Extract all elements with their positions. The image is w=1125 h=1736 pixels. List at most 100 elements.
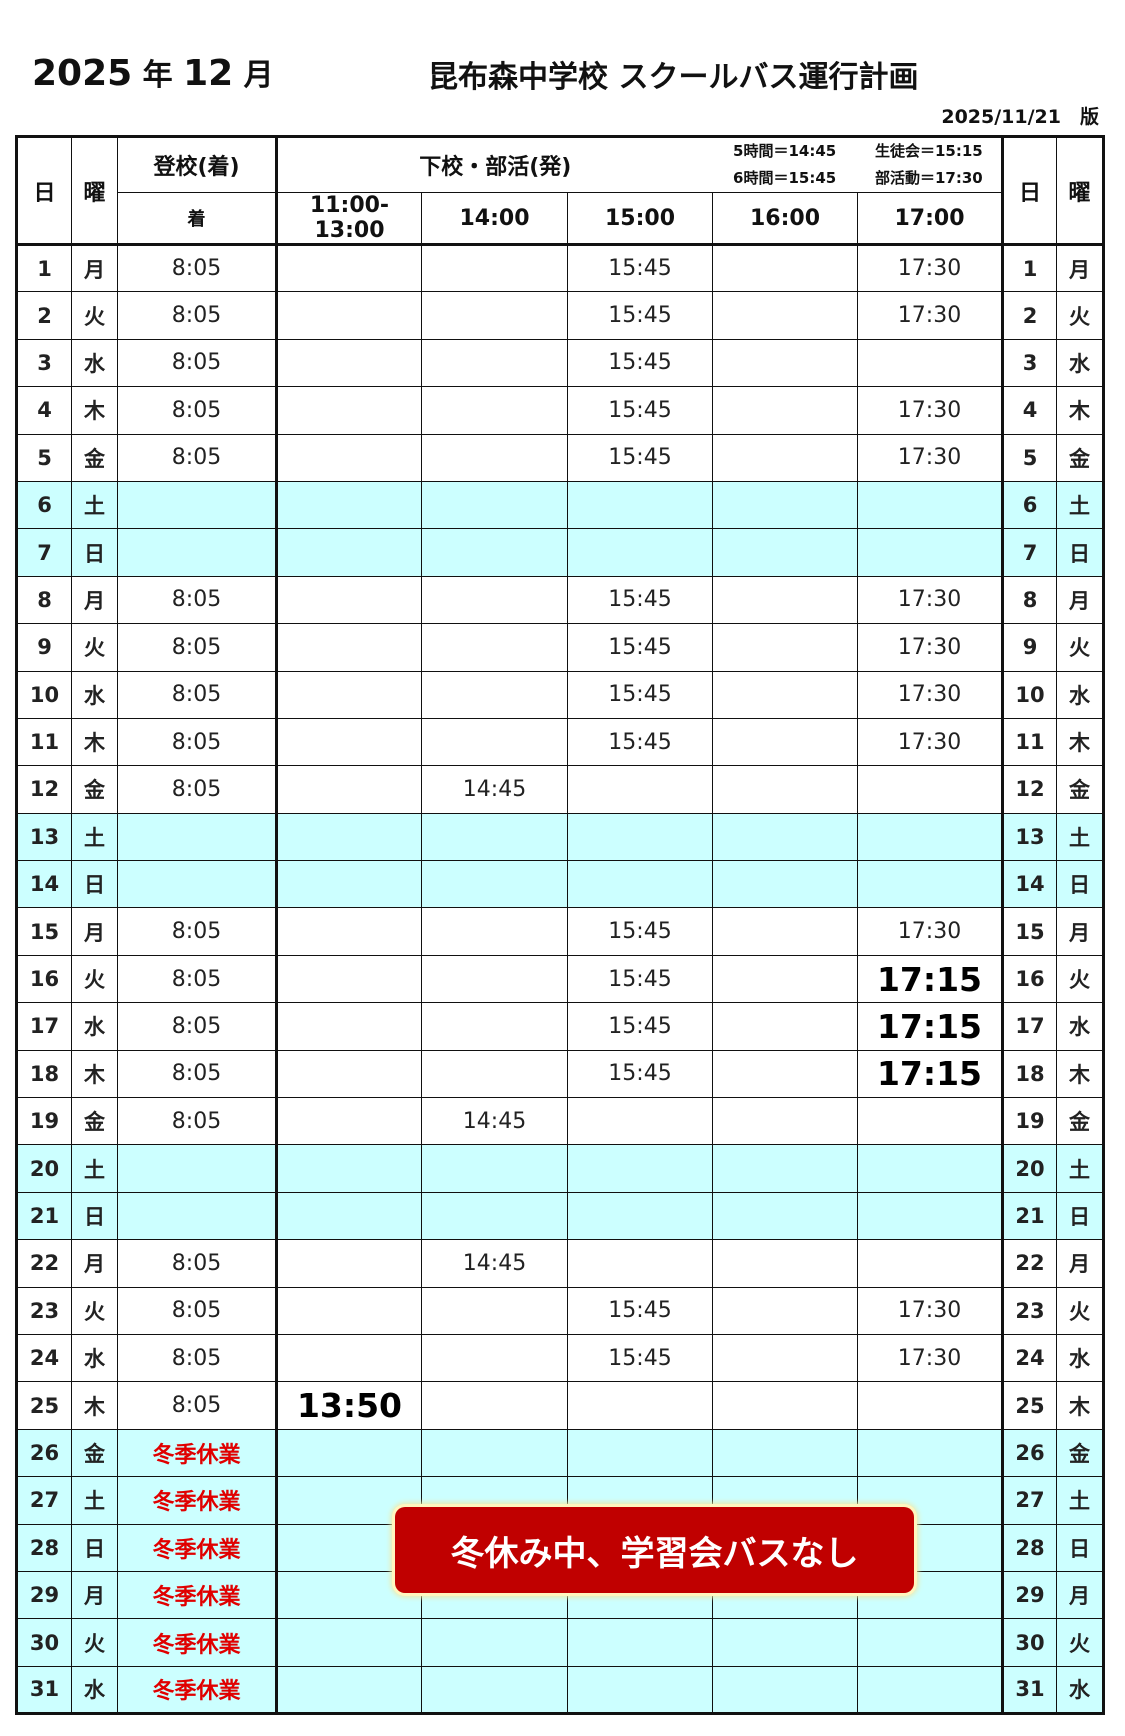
departure-cell: 17:15 — [857, 1049, 1004, 1099]
departure-cell — [712, 1097, 858, 1146]
departure-cell — [712, 1002, 858, 1051]
departure-cell — [712, 1239, 858, 1288]
note: 6時間＝15:45 — [733, 169, 837, 187]
arrival-cell — [117, 812, 278, 862]
departure-cell: 14:45 — [421, 1239, 568, 1288]
day-cell: 11 — [16, 717, 72, 767]
departure-cell — [567, 1144, 713, 1193]
departure-cell: 17:30 — [857, 670, 1004, 719]
departure-cell: 15:45 — [567, 338, 713, 388]
day-cell: 21 — [16, 1191, 72, 1241]
weekday-cell: 日 — [71, 860, 118, 909]
day-cell-right: 31 — [1002, 1665, 1057, 1715]
table-row: 25 木 8:05 13:50 25 木 — [16, 1381, 1104, 1430]
weekday-cell-right: 水 — [1056, 1665, 1104, 1715]
departure-cell — [421, 575, 568, 625]
day-cell: 1 — [16, 243, 72, 293]
day-cell-right: 5 — [1002, 433, 1057, 482]
header-time: 15:00 — [567, 192, 713, 246]
departure-cell — [276, 338, 422, 388]
table-row: 8 月 8:05 15:45 17:30 8 月 — [16, 575, 1104, 625]
departure-cell — [712, 433, 858, 482]
table-row: 22 月 8:05 14:45 22 月 — [16, 1239, 1104, 1288]
weekday-cell-right: 火 — [1056, 954, 1104, 1004]
arrival-cell: 冬季休業 — [117, 1618, 278, 1667]
day-cell-right: 26 — [1002, 1428, 1057, 1478]
weekday-cell: 水 — [71, 1333, 118, 1383]
weekday-cell: 水 — [71, 670, 118, 719]
weekday-cell: 木 — [71, 1381, 118, 1430]
departure-cell — [712, 480, 858, 530]
weekday-cell: 火 — [71, 1618, 118, 1667]
arrival-cell: 8:05 — [117, 954, 278, 1004]
arrival-cell: 冬季休業 — [117, 1476, 278, 1525]
departure-cell — [567, 765, 713, 814]
day-cell: 25 — [16, 1381, 72, 1430]
departure-cell — [276, 1191, 422, 1241]
arrival-cell: 8:05 — [117, 717, 278, 767]
day-cell-right: 10 — [1002, 670, 1057, 719]
departure-cell — [276, 717, 422, 767]
departure-cell: 15:45 — [567, 670, 713, 719]
weekday-cell-right: 金 — [1056, 1428, 1104, 1478]
departure-cell: 15:45 — [567, 907, 713, 956]
departure-cell — [857, 1428, 1004, 1478]
weekday-cell-right: 土 — [1056, 480, 1104, 530]
departure-cell: 17:30 — [857, 386, 1004, 435]
arrival-cell: 8:05 — [117, 670, 278, 719]
departure-cell: 15:45 — [567, 433, 713, 482]
departure-cell — [421, 907, 568, 956]
departure-cell — [421, 1286, 568, 1335]
weekday-cell-right: 水 — [1056, 1002, 1104, 1051]
weekday-cell-right: 水 — [1056, 670, 1104, 719]
weekday-cell: 金 — [71, 765, 118, 814]
day-cell: 14 — [16, 860, 72, 909]
arrival-cell: 冬季休業 — [117, 1523, 278, 1572]
departure-cell — [421, 243, 568, 293]
bus-schedule-table: 日 曜 登校(着) 下校・部活(発) 5時間＝14:45 生徒会＝15:15 6時… — [15, 135, 1105, 1716]
departure-cell — [276, 1002, 422, 1051]
day-cell-right: 6 — [1002, 480, 1057, 530]
day-cell-right: 12 — [1002, 765, 1057, 814]
departure-cell: 15:45 — [567, 717, 713, 767]
arrival-cell: 8:05 — [117, 291, 278, 340]
departure-cell: 14:45 — [421, 1097, 568, 1146]
day-cell-right: 4 — [1002, 386, 1057, 435]
departure-cell — [712, 1618, 858, 1667]
departure-cell: 15:45 — [567, 1286, 713, 1335]
table-row: 16 火 8:05 15:45 17:15 16 火 — [16, 954, 1104, 1004]
weekday-cell-right: 水 — [1056, 338, 1104, 388]
arrival-cell: 冬季休業 — [117, 1570, 278, 1620]
day-cell: 9 — [16, 623, 72, 672]
departure-cell: 17:30 — [857, 433, 1004, 482]
table-row: 17 水 8:05 15:45 17:15 17 水 — [16, 1002, 1104, 1051]
departure-cell — [421, 480, 568, 530]
table-row: 19 金 8:05 14:45 19 金 — [16, 1097, 1104, 1146]
departure-cell — [276, 907, 422, 956]
departure-cell — [276, 528, 422, 577]
weekday-cell-right: 日 — [1056, 1191, 1104, 1241]
weekday-cell: 土 — [71, 1144, 118, 1193]
departure-cell — [276, 243, 422, 293]
departure-cell: 14:45 — [421, 765, 568, 814]
day-cell: 18 — [16, 1049, 72, 1099]
departure-cell — [421, 1381, 568, 1430]
departure-cell — [276, 575, 422, 625]
weekday-cell-right: 月 — [1056, 907, 1104, 956]
weekday-cell-right: 金 — [1056, 1097, 1104, 1146]
table-row: 23 火 8:05 15:45 17:30 23 火 — [16, 1286, 1104, 1335]
departure-cell — [276, 386, 422, 435]
departure-cell: 15:45 — [567, 1049, 713, 1099]
note: 生徒会＝15:15 — [875, 142, 983, 160]
weekday-cell-right: 月 — [1056, 1239, 1104, 1288]
weekday-cell: 月 — [71, 1570, 118, 1620]
departure-cell — [567, 1428, 713, 1478]
day-cell: 28 — [16, 1523, 72, 1572]
day-cell: 8 — [16, 575, 72, 625]
table-row: 13 土 13 土 — [16, 812, 1104, 862]
arrival-cell — [117, 1191, 278, 1241]
table-row: 12 金 8:05 14:45 12 金 — [16, 765, 1104, 814]
departure-cell — [857, 338, 1004, 388]
departure-cell — [712, 907, 858, 956]
departure-cell — [421, 812, 568, 862]
